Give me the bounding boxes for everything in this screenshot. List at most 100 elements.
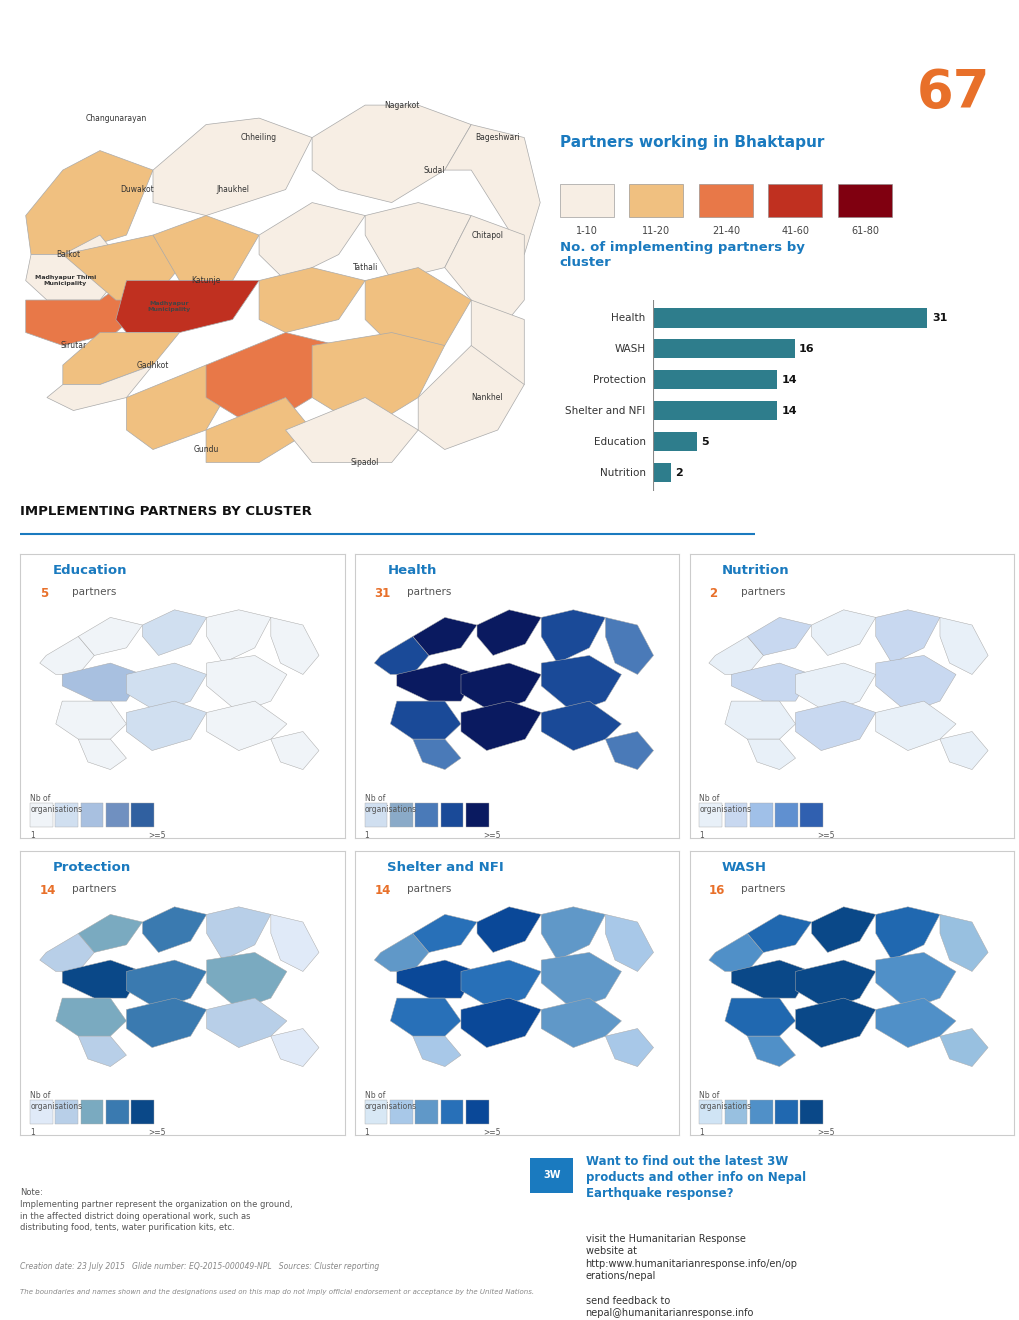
Polygon shape: [708, 933, 762, 972]
Polygon shape: [312, 333, 444, 430]
Polygon shape: [271, 1028, 319, 1067]
Text: 1: 1: [365, 1129, 369, 1137]
Text: partners: partners: [407, 884, 450, 894]
FancyBboxPatch shape: [749, 1100, 771, 1123]
Polygon shape: [875, 907, 940, 960]
Text: NEPAL: Bhaktapur - Operational Presence Map: NEPAL: Bhaktapur - Operational Presence …: [12, 16, 447, 33]
FancyBboxPatch shape: [723, 803, 747, 826]
Polygon shape: [207, 998, 286, 1048]
FancyBboxPatch shape: [131, 1100, 154, 1123]
Polygon shape: [413, 739, 461, 770]
Text: >=5: >=5: [483, 1129, 500, 1137]
FancyBboxPatch shape: [106, 803, 128, 826]
Polygon shape: [126, 998, 207, 1048]
FancyBboxPatch shape: [800, 1100, 822, 1123]
FancyBboxPatch shape: [365, 803, 387, 826]
Text: 1: 1: [31, 832, 35, 840]
Polygon shape: [207, 953, 286, 1010]
Text: Balkot: Balkot: [56, 249, 81, 259]
Polygon shape: [40, 636, 94, 675]
FancyBboxPatch shape: [767, 185, 821, 216]
FancyBboxPatch shape: [774, 1100, 797, 1123]
Polygon shape: [153, 117, 312, 215]
Text: 14: 14: [781, 375, 796, 385]
Text: Sipadol: Sipadol: [351, 458, 379, 467]
Polygon shape: [875, 953, 955, 1010]
FancyBboxPatch shape: [466, 803, 488, 826]
Polygon shape: [795, 998, 875, 1048]
FancyBboxPatch shape: [55, 1100, 78, 1123]
Polygon shape: [461, 960, 541, 1010]
Text: Note:
Implementing partner represent the organization on the ground,
in the affe: Note: Implementing partner represent the…: [20, 1188, 292, 1233]
Polygon shape: [206, 333, 338, 430]
FancyBboxPatch shape: [440, 1100, 463, 1123]
Polygon shape: [62, 960, 143, 998]
Polygon shape: [259, 202, 365, 281]
FancyBboxPatch shape: [698, 185, 752, 216]
Text: 61-80: 61-80: [850, 226, 878, 236]
FancyBboxPatch shape: [530, 1158, 573, 1193]
Text: No. of implementing partners by
cluster: No. of implementing partners by cluster: [559, 240, 804, 269]
Polygon shape: [444, 215, 524, 333]
Text: 3W: 3W: [542, 1171, 559, 1180]
Text: 2: 2: [708, 587, 716, 601]
Polygon shape: [78, 1036, 126, 1067]
Bar: [652, 401, 776, 420]
Text: Education: Education: [53, 565, 127, 577]
Text: Madhyapur Thimi
Municipality: Madhyapur Thimi Municipality: [35, 275, 96, 286]
Polygon shape: [541, 610, 605, 663]
Text: Gadhkot: Gadhkot: [137, 360, 169, 370]
Polygon shape: [40, 933, 94, 972]
Text: 5: 5: [40, 587, 48, 601]
Polygon shape: [541, 953, 621, 1010]
Polygon shape: [795, 663, 875, 713]
Polygon shape: [708, 636, 762, 675]
Polygon shape: [605, 915, 653, 972]
Text: 41-60: 41-60: [781, 226, 809, 236]
Polygon shape: [747, 915, 811, 953]
Polygon shape: [312, 106, 471, 202]
FancyBboxPatch shape: [81, 1100, 103, 1123]
Polygon shape: [47, 366, 153, 411]
Polygon shape: [413, 915, 477, 953]
Polygon shape: [116, 281, 259, 333]
Text: Protection: Protection: [592, 375, 645, 385]
Text: Creation date: 23 July 2015   Glide number: EQ-2015-000049-NPL   Sources: Cluste: Creation date: 23 July 2015 Glide number…: [20, 1262, 379, 1271]
Polygon shape: [747, 1036, 795, 1067]
Bar: [652, 463, 669, 482]
Polygon shape: [811, 907, 875, 953]
Text: Tathali: Tathali: [353, 263, 377, 272]
Polygon shape: [396, 663, 477, 701]
Text: Shelter and NFI: Shelter and NFI: [565, 405, 645, 416]
FancyBboxPatch shape: [106, 1100, 128, 1123]
FancyBboxPatch shape: [81, 803, 103, 826]
Text: Sirutar: Sirutar: [60, 341, 87, 350]
Polygon shape: [126, 663, 207, 713]
Polygon shape: [365, 268, 471, 346]
Polygon shape: [731, 960, 811, 998]
Polygon shape: [126, 960, 207, 1010]
Text: 31: 31: [374, 587, 390, 601]
Text: Partners working in Bhaktapur: Partners working in Bhaktapur: [559, 135, 823, 149]
Text: 67: 67: [916, 66, 989, 119]
Polygon shape: [126, 366, 232, 450]
Polygon shape: [207, 610, 271, 663]
Polygon shape: [206, 397, 312, 462]
Text: >=5: >=5: [483, 832, 500, 840]
Text: Nb of
organisations: Nb of organisations: [31, 795, 83, 813]
Text: Nutrition: Nutrition: [721, 565, 789, 577]
Polygon shape: [143, 907, 207, 953]
Polygon shape: [56, 998, 126, 1036]
Polygon shape: [541, 907, 605, 960]
FancyBboxPatch shape: [774, 803, 797, 826]
Text: Chheiling: Chheiling: [240, 133, 277, 143]
Polygon shape: [207, 701, 286, 751]
Polygon shape: [875, 998, 955, 1048]
Text: 14: 14: [374, 884, 390, 898]
Polygon shape: [477, 610, 541, 656]
FancyBboxPatch shape: [415, 803, 437, 826]
Text: 1: 1: [699, 832, 703, 840]
Polygon shape: [207, 656, 286, 713]
Polygon shape: [126, 701, 207, 751]
Polygon shape: [875, 656, 955, 713]
